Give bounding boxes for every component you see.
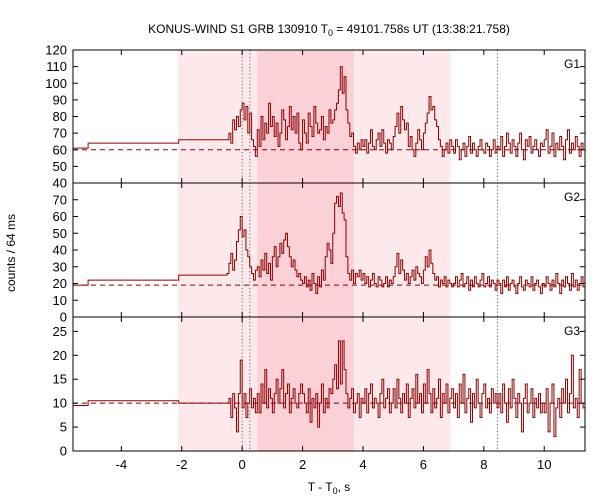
y-tick-label: 70 [53,192,67,207]
y-tick-label: 110 [46,59,67,74]
y-tick-label: 0 [60,310,67,325]
panel-label: G1 [564,57,580,71]
y-tick-label: 5 [60,420,67,435]
chart-title: KONUS-WIND S1 GRB 130910 T0 = 49101.758s… [148,22,510,38]
x-tick-label: 6 [420,457,427,472]
x-axis-label: T - T0, s [308,480,351,496]
shaded-region-dark [257,50,354,451]
y-tick-label: 50 [53,226,67,241]
chart-body: 506070809010011012040G1102030405060700G2… [45,43,586,472]
panel-label: G3 [564,324,580,338]
y-tick-label: 20 [53,276,67,291]
series-line-g1 [73,66,585,161]
y-tick-label: 60 [53,142,67,157]
y-tick-label: 25 [53,324,67,339]
x-tick-label: 10 [537,457,551,472]
panel-frame-g3 [72,316,586,452]
y-tick-label: 60 [53,209,67,224]
panel-label: G2 [564,190,580,204]
x-tick-label: 2 [299,457,306,472]
y-tick-label: 0 [60,444,67,459]
x-tick-label: 8 [480,457,487,472]
x-tick-label: 4 [359,457,366,472]
y-axis-label: counts / 64 ms [4,214,18,292]
y-tick-label: 15 [53,372,67,387]
y-tick-label: 80 [53,109,67,124]
y-tick-label: 40 [53,176,67,191]
x-tick-label: -2 [176,457,188,472]
x-tick-label: -4 [116,457,128,472]
y-tick-label: 70 [53,126,67,141]
y-tick-label: 100 [45,76,67,91]
y-tick-label: 50 [53,159,67,174]
y-tick-label: 90 [53,92,67,107]
y-tick-label: 20 [53,348,67,363]
y-tick-label: 120 [45,43,67,58]
y-tick-label: 30 [53,259,67,274]
y-tick-label: 10 [53,396,67,411]
y-tick-label: 10 [53,293,67,308]
x-tick-label: 0 [239,457,246,472]
series-line-g3 [73,340,585,438]
series-line-g2 [73,192,585,295]
y-tick-label: 40 [53,243,67,258]
